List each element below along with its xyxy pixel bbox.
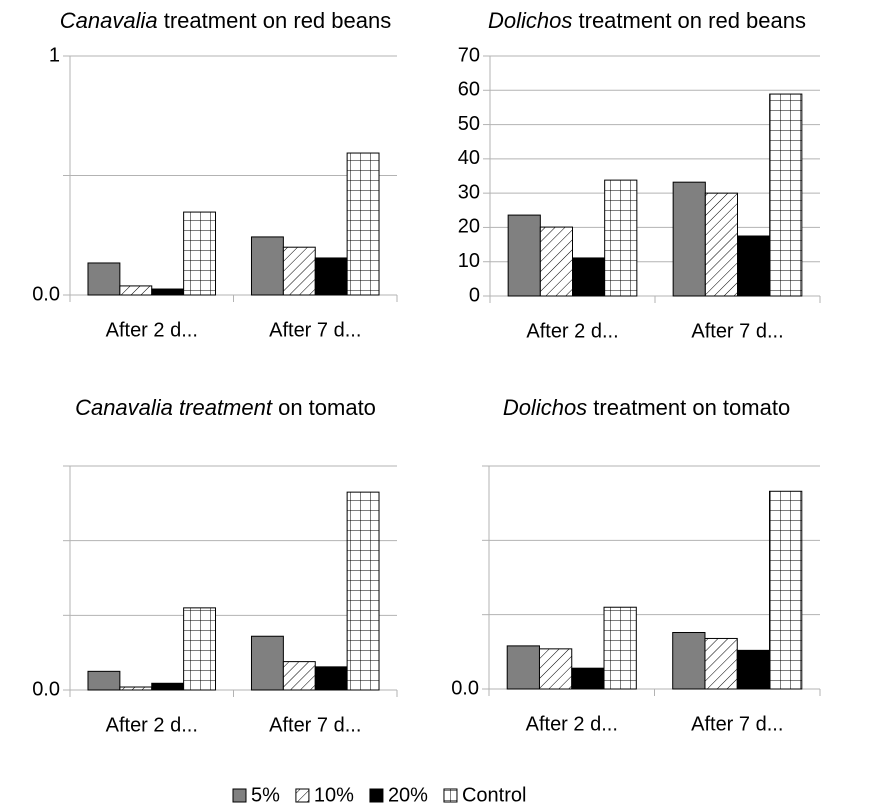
- bar: [672, 632, 706, 690]
- title-part: Canavalia: [60, 8, 158, 33]
- y-tick-label: 0: [469, 284, 480, 306]
- x-tick-label: After 7 d...: [269, 714, 361, 736]
- subplot-title: Dolichos treatment on tomato: [503, 395, 790, 420]
- bar: [151, 682, 185, 691]
- subplot: Dolichos treatment on tomato 0.0 After 2 d…: [451, 395, 821, 735]
- y-tick-label: 0.0: [32, 678, 60, 700]
- y-tick-label: 0.0: [451, 677, 479, 699]
- x-tick-label: After 2 d...: [106, 319, 198, 341]
- bar: [314, 666, 348, 691]
- bar: [603, 606, 637, 690]
- bar: [736, 649, 771, 690]
- bar: [314, 257, 348, 296]
- bar: [119, 686, 153, 691]
- legend: 5% 10% 20% Control: [232, 784, 526, 806]
- title-part: treatment on red beans: [572, 8, 806, 33]
- bar: [119, 285, 153, 296]
- bar: [769, 93, 803, 297]
- x-tick-label: After 2 d...: [526, 713, 618, 735]
- bar: [704, 637, 738, 690]
- subplot: Canavalia treatment on tomato 0.0 After 2 …: [32, 395, 398, 736]
- y-tick-label: 0.0: [32, 283, 60, 305]
- legend-swatch: [232, 788, 247, 803]
- bar: [604, 179, 638, 297]
- bar: [672, 181, 706, 297]
- y-tick-label: 60: [458, 79, 480, 101]
- bar: [183, 211, 217, 296]
- y-tick-label: 20: [458, 216, 480, 238]
- subplot-title: Canavalia treatment on red beans: [60, 8, 391, 33]
- y-tick-label: 10: [458, 250, 480, 272]
- y-tick-label: 1: [49, 44, 60, 66]
- x-tick-label: After 7 d...: [691, 320, 783, 342]
- title-part: Canavalia treatment: [75, 395, 273, 420]
- bar: [769, 490, 803, 690]
- bar: [572, 257, 606, 297]
- bar: [507, 214, 541, 297]
- bar: [506, 645, 540, 690]
- y-tick-label: 70: [458, 44, 480, 66]
- y-tick-label: 30: [458, 181, 480, 203]
- x-tick-label: After 7 d...: [269, 319, 361, 341]
- bar: [183, 607, 217, 691]
- subplot: Canavalia treatment on red beans 0.0 1 Afte…: [32, 8, 398, 341]
- bar: [250, 236, 284, 296]
- bar: [87, 670, 121, 691]
- legend-label: 5%: [251, 784, 280, 806]
- subplot: Dolichos treatment on red beans 0 10 20 30 40…: [458, 8, 821, 342]
- legend-swatch: [443, 788, 458, 803]
- title-part: on tomato: [272, 395, 376, 420]
- y-tick-label: 40: [458, 147, 480, 169]
- legend-label: 10%: [314, 784, 354, 806]
- bar: [151, 288, 185, 296]
- x-tick-label: After 2 d...: [526, 320, 618, 342]
- bar: [346, 152, 380, 296]
- title-part: Dolichos: [488, 8, 572, 33]
- bar: [87, 262, 121, 296]
- subplot-title: Canavalia treatment on tomato: [75, 395, 376, 420]
- bar: [737, 235, 771, 297]
- title-part: treatment on tomato: [587, 395, 790, 420]
- y-tick-label: 50: [458, 113, 480, 135]
- bar: [571, 667, 605, 690]
- legend-swatch: [369, 788, 384, 803]
- bar: [282, 661, 316, 691]
- bar: [704, 192, 739, 297]
- bar: [346, 491, 380, 691]
- subplot-title: Dolichos treatment on red beans: [488, 8, 806, 33]
- bar: [250, 635, 284, 691]
- legend-swatch: [295, 788, 310, 803]
- bar: [538, 648, 573, 690]
- x-tick-label: After 2 d...: [106, 714, 198, 736]
- title-part: treatment on red beans: [158, 8, 392, 33]
- title-part: Dolichos: [503, 395, 587, 420]
- legend-label: Control: [462, 784, 526, 806]
- legend-label: 20%: [388, 784, 428, 806]
- x-tick-label: After 7 d...: [691, 713, 783, 735]
- bar: [282, 246, 316, 296]
- bar: [539, 226, 574, 297]
